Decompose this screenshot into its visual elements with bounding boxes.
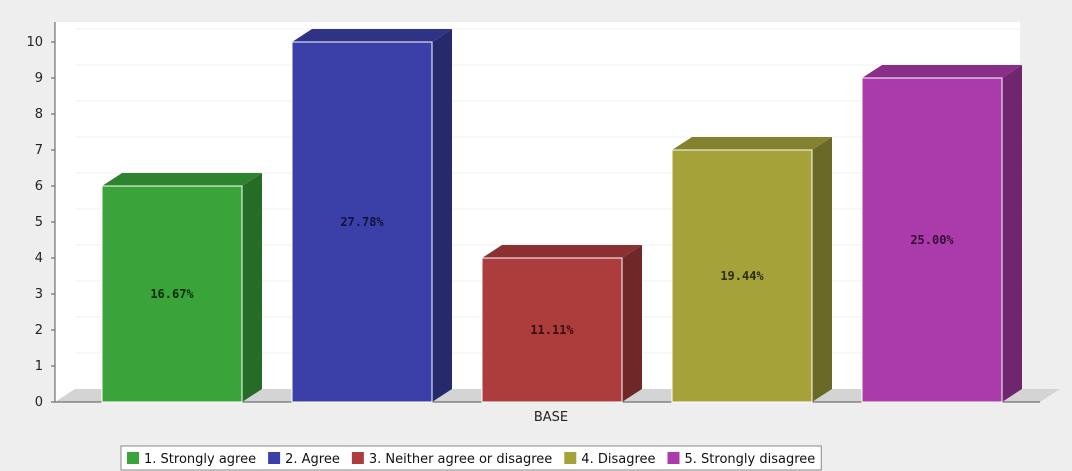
bar-side-face (242, 173, 262, 402)
legend-label: 5. Strongly disagree (685, 452, 816, 467)
bar-value-label: 25.00% (910, 233, 954, 247)
legend-label: 1. Strongly agree (144, 452, 256, 467)
legend-box (120, 445, 822, 471)
y-tick-label: 10 (26, 35, 43, 50)
legend-label: 4. Disagree (581, 452, 655, 467)
bar-value-label: 19.44% (720, 269, 764, 283)
bar-side-face (812, 137, 832, 402)
bar-top-face (672, 137, 832, 150)
legend-swatch (127, 452, 139, 464)
bar-front-face (101, 185, 243, 403)
bar-front-face (671, 149, 813, 403)
legend-swatch (564, 452, 577, 464)
bar-1: 16.67% (101, 173, 262, 403)
bar-top-face (102, 173, 262, 186)
legend-item-2: 2. Agree (268, 452, 340, 467)
legend-label: 3. Neither agree or disagree (369, 452, 552, 467)
y-tick-label: 8 (35, 107, 43, 122)
y-tick-label: 6 (35, 179, 43, 194)
y-tick-label: 9 (35, 71, 43, 86)
bar-3: 11.11% (481, 245, 642, 403)
bar-front-face (861, 77, 1003, 403)
bar-top-face (482, 245, 642, 258)
y-tick-label: 2 (35, 323, 43, 338)
bar-value-label: 27.78% (340, 215, 384, 229)
bar-value-label: 16.67% (150, 287, 194, 301)
bar-front-face (291, 41, 433, 403)
bar-side-face (1002, 65, 1022, 402)
legend: 1. Strongly agree 2. Agree 3. Neither agre… (120, 445, 822, 471)
x-axis-title: BASE (534, 410, 568, 425)
y-tick-label: 7 (35, 143, 43, 158)
y-tick-label: 0 (35, 395, 43, 410)
bar-front-face (481, 257, 623, 403)
bar-side-face (432, 29, 452, 402)
legend-label: 2. Agree (285, 452, 340, 467)
legend-item-3: 3. Neither agree or disagree (351, 452, 552, 467)
legend-item-5: 5. Strongly disagree (667, 452, 816, 467)
legend-swatch (268, 452, 281, 464)
y-tick-label: 4 (35, 251, 43, 266)
bar-2: 27.78% (291, 29, 452, 403)
y-tick-label: 1 (35, 359, 43, 374)
bars-group: 16.67% 27.78% 11.11% 19.44% 25.00% (101, 29, 1022, 403)
bar-side-face (622, 245, 642, 402)
legend-swatch (351, 452, 364, 464)
legend-item-4: 4. Disagree (564, 452, 656, 467)
y-tick-label: 5 (35, 215, 43, 230)
bar-4: 19.44% (671, 137, 832, 403)
bar-top-face (862, 65, 1022, 78)
bar-5: 25.00% (861, 65, 1022, 403)
bar-top-face (292, 29, 452, 42)
y-tick-label: 3 (35, 287, 43, 302)
y-axis: 0 1 2 3 4 5 6 7 8 9 10 (26, 35, 55, 410)
bar-value-label: 11.11% (530, 323, 574, 337)
legend-swatch (667, 452, 680, 464)
legend-item-1: 1. Strongly agree (127, 452, 256, 467)
